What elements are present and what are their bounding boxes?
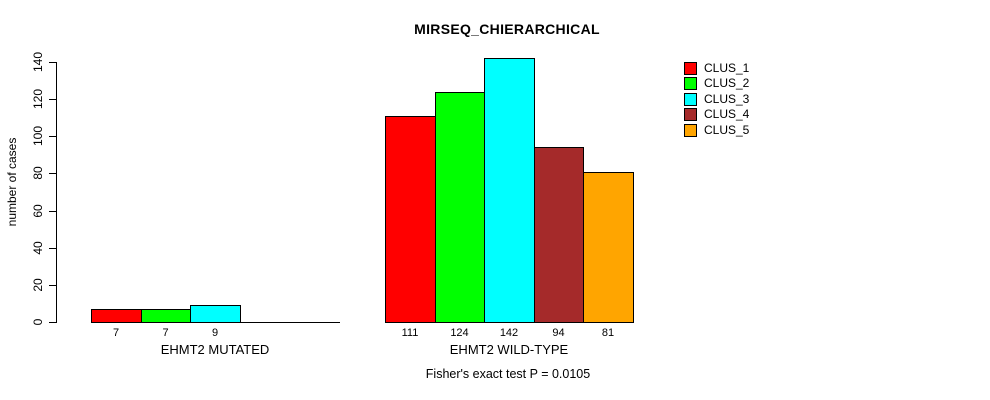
bar-value-label: 142 (499, 327, 519, 339)
group-label: EHMT2 WILD-TYPE (449, 342, 569, 357)
y-axis-tick (49, 322, 56, 323)
y-tick-label: 100 (31, 125, 45, 147)
caption-text: Fisher's exact test P = 0.0105 (425, 367, 591, 381)
y-axis-line (56, 62, 57, 323)
bar-value-label: 7 (112, 327, 120, 339)
bar-value-label: 94 (552, 327, 565, 339)
legend-entry: CLUS_2 (684, 76, 750, 91)
bar-clus_3 (484, 58, 535, 323)
legend-entry: CLUS_4 (684, 107, 750, 122)
legend-swatch-icon (684, 77, 697, 91)
y-axis-tick (49, 285, 56, 286)
legend-label: CLUS_5 (704, 122, 750, 137)
bar-clus_3 (190, 305, 241, 323)
bar-value-label: 7 (162, 327, 169, 339)
y-axis-tick (49, 62, 56, 63)
y-tick-label: 140 (31, 51, 45, 73)
bar-clus_1 (91, 309, 142, 323)
legend-label: CLUS_2 (704, 76, 750, 91)
legend-swatch-icon (684, 62, 697, 75)
bar-value-label: 9 (211, 327, 219, 339)
legend-swatch-icon (684, 123, 697, 137)
legend-entry: CLUS_1 (684, 62, 749, 75)
y-axis-tick (49, 211, 56, 212)
bar-clus_4 (534, 147, 584, 323)
legend-entry: CLUS_3 (684, 91, 750, 106)
bar-clus_5 (583, 172, 634, 323)
y-axis-tick (49, 136, 56, 137)
y-tick-label: 0 (31, 318, 45, 326)
legend-label: CLUS_3 (704, 91, 750, 106)
y-axis-tick (49, 248, 56, 249)
legend-label: CLUS_4 (704, 107, 750, 122)
bar-value-label: 81 (601, 327, 615, 339)
y-tick-label: 120 (31, 88, 45, 110)
bar-value-label: 111 (401, 327, 419, 339)
bar-clus_2 (435, 92, 485, 323)
legend-label: CLUS_1 (704, 61, 750, 75)
y-tick-label: 40 (31, 241, 45, 255)
legend-swatch-icon (684, 92, 697, 106)
legend: CLUS_1 CLUS_2 CLUS_3 CLUS_4 CLUS_5 (684, 62, 749, 139)
group-label: EHMT2 MUTATED (160, 342, 270, 357)
y-tick-label: 80 (31, 166, 45, 180)
bar-value-label: 124 (450, 327, 469, 339)
y-tick-label: 60 (31, 204, 45, 218)
bar-clus_1 (385, 116, 436, 323)
chart-title: MIRSEQ_CHIERARCHICAL (414, 21, 600, 37)
y-tick-label: 20 (31, 278, 45, 292)
bar-clus_2 (141, 309, 191, 323)
legend-entry: CLUS_5 (684, 122, 750, 137)
legend-swatch-icon (684, 108, 697, 122)
y-axis-tick (49, 173, 56, 174)
y-axis-tick (49, 99, 56, 100)
